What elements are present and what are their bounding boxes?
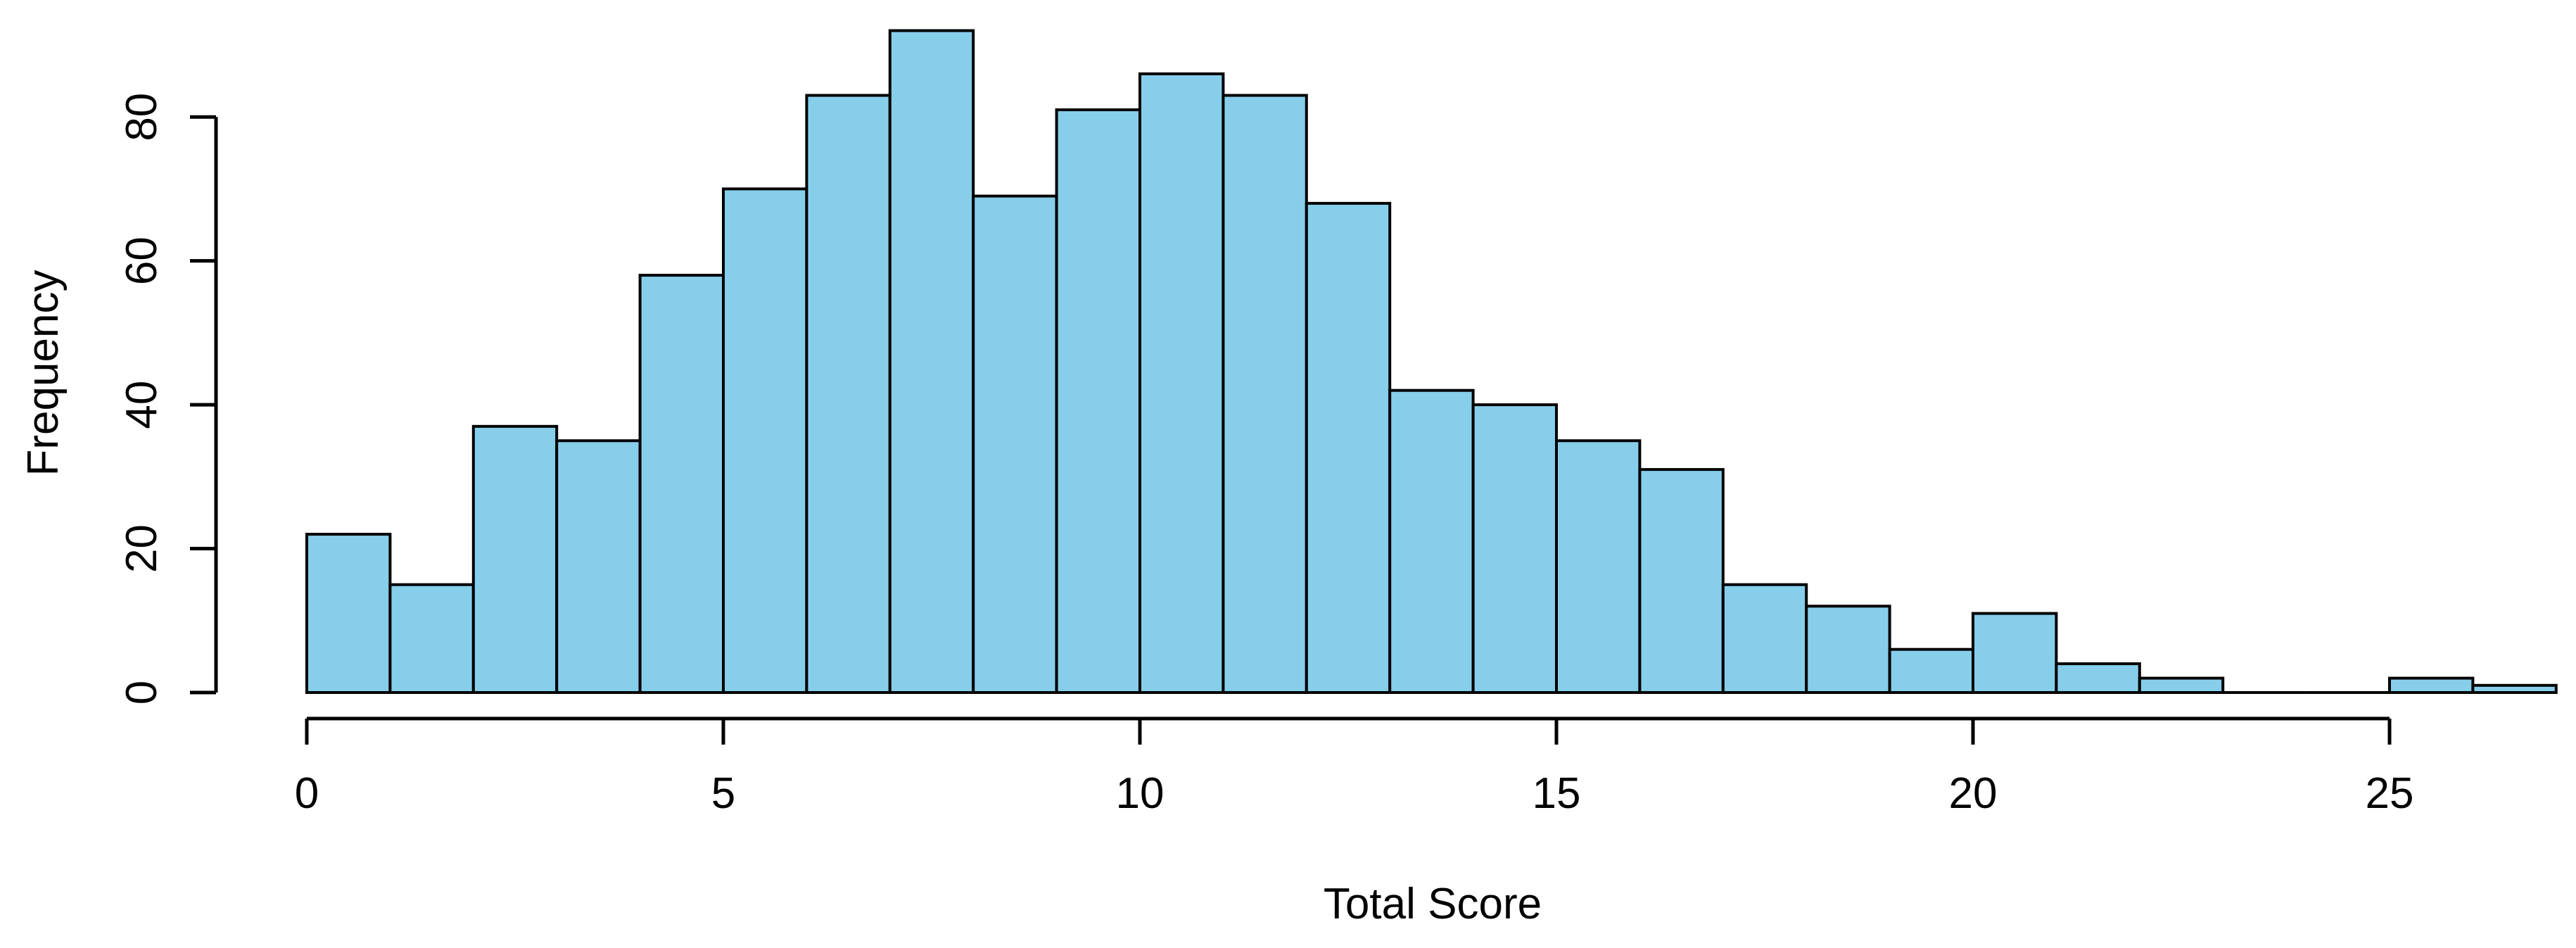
histogram-bar <box>1555 439 1642 694</box>
histogram-bar <box>2471 683 2558 694</box>
histogram-bar <box>1138 72 1225 694</box>
y-axis-tick-label: 80 <box>118 93 166 141</box>
histogram-bar <box>638 274 725 695</box>
histogram-bar <box>1972 612 2058 694</box>
x-axis-tick-label: 10 <box>1116 769 1165 818</box>
bars-layer <box>305 29 2558 695</box>
x-axis-tick-label: 15 <box>1533 769 1581 818</box>
histogram-bar <box>2055 662 2141 694</box>
histogram-bar <box>1638 468 1725 694</box>
histogram-bar <box>1805 605 1891 694</box>
histogram-bar <box>1222 94 1308 694</box>
histogram-bar <box>305 533 392 694</box>
histogram-bar <box>1471 403 1559 694</box>
y-axis-title: Frequency <box>19 270 68 476</box>
y-axis-tick-label: 20 <box>118 524 166 573</box>
x-axis-tick-label: 20 <box>1949 769 1998 818</box>
x-axis-tick-label: 0 <box>295 769 319 818</box>
axes-layer: 0 5 10 15 20 25 0 20 40 60 80 <box>118 93 2413 818</box>
histogram-bar <box>1888 647 1975 695</box>
histogram-bar <box>888 29 975 694</box>
y-axis-tick-label: 0 <box>118 681 166 704</box>
x-axis-tick-label: 25 <box>2366 769 2414 818</box>
histogram-bar <box>471 424 559 694</box>
histogram-bar <box>722 187 808 694</box>
histogram-bar <box>1055 108 1141 694</box>
x-axis-title: Total Score <box>1324 880 1542 928</box>
histogram-bar <box>2388 676 2475 694</box>
histogram-bar <box>1388 388 1475 694</box>
histogram-bar <box>972 194 1058 695</box>
histogram-bar <box>2138 676 2225 694</box>
histogram-bar <box>1721 583 1808 695</box>
y-axis-tick-label: 40 <box>118 381 166 429</box>
histogram-bar <box>805 94 892 694</box>
histogram-bar <box>1305 201 1392 694</box>
histogram-bar <box>555 439 642 694</box>
y-axis-tick-label: 60 <box>118 236 166 285</box>
x-axis-tick-label: 5 <box>711 769 735 818</box>
histogram-bar <box>388 583 475 695</box>
